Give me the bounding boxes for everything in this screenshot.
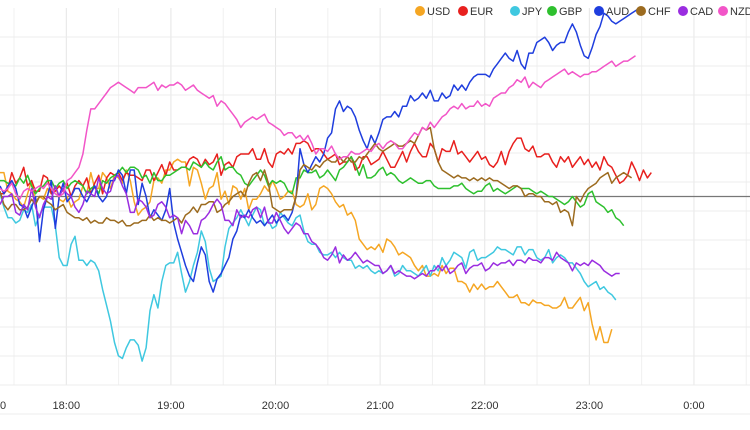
grid-layer [0, 8, 750, 415]
x-tick-label: 20:00 [262, 400, 290, 412]
legend-item-eur[interactable]: EUR [458, 6, 493, 18]
x-axis-ticks: 018:0019:0020:0021:0022:0023:000:001:002… [0, 400, 705, 412]
legend-label-chf: CHF [648, 6, 671, 18]
series-line-jpy [0, 193, 617, 362]
legend-label-usd: USD [427, 6, 450, 18]
legend-label-jpy: JPY [522, 6, 543, 18]
x-tick-label: 22:00 [471, 400, 499, 412]
legend: USD EUR JPY GBP AUD CHF CAD NZD [415, 6, 750, 18]
legend-swatch-gbp [547, 6, 557, 16]
series-line-chf [0, 126, 633, 227]
legend-swatch-cad [678, 6, 688, 16]
legend-item-chf[interactable]: CHF [636, 6, 671, 18]
legend-swatch-nzd [718, 6, 728, 16]
legend-label-aud: AUD [606, 6, 629, 18]
legend-label-nzd: NZD [730, 6, 750, 18]
x-tick-label: 18:00 [53, 400, 81, 412]
series-line-cad [0, 174, 620, 280]
series-line-usd [0, 158, 613, 344]
legend-label-cad: CAD [690, 6, 713, 18]
series-line-aud [0, 7, 640, 293]
x-tick-label: 23:00 [576, 400, 604, 412]
legend-item-jpy[interactable]: JPY [510, 6, 543, 18]
legend-item-nzd[interactable]: NZD [718, 6, 750, 18]
legend-swatch-usd [415, 6, 425, 16]
series-line-nzd [0, 55, 636, 200]
x-tick-label: 19:00 [157, 400, 185, 412]
x-tick-label: 0 [0, 400, 6, 412]
legend-item-usd[interactable]: USD [415, 6, 450, 18]
series-layer [0, 7, 652, 362]
series-line-eur [0, 137, 652, 198]
legend-label-eur: EUR [470, 6, 493, 18]
legend-item-aud[interactable]: AUD [594, 6, 629, 18]
legend-swatch-eur [458, 6, 468, 16]
x-tick-label: 21:00 [366, 400, 394, 412]
legend-swatch-aud [594, 6, 604, 16]
legend-swatch-chf [636, 6, 646, 16]
series-line-gbp [0, 155, 625, 227]
legend-swatch-jpy [510, 6, 520, 16]
legend-item-gbp[interactable]: GBP [547, 6, 582, 18]
legend-label-gbp: GBP [559, 6, 582, 18]
legend-item-cad[interactable]: CAD [678, 6, 713, 18]
x-tick-label: 0:00 [683, 400, 704, 412]
